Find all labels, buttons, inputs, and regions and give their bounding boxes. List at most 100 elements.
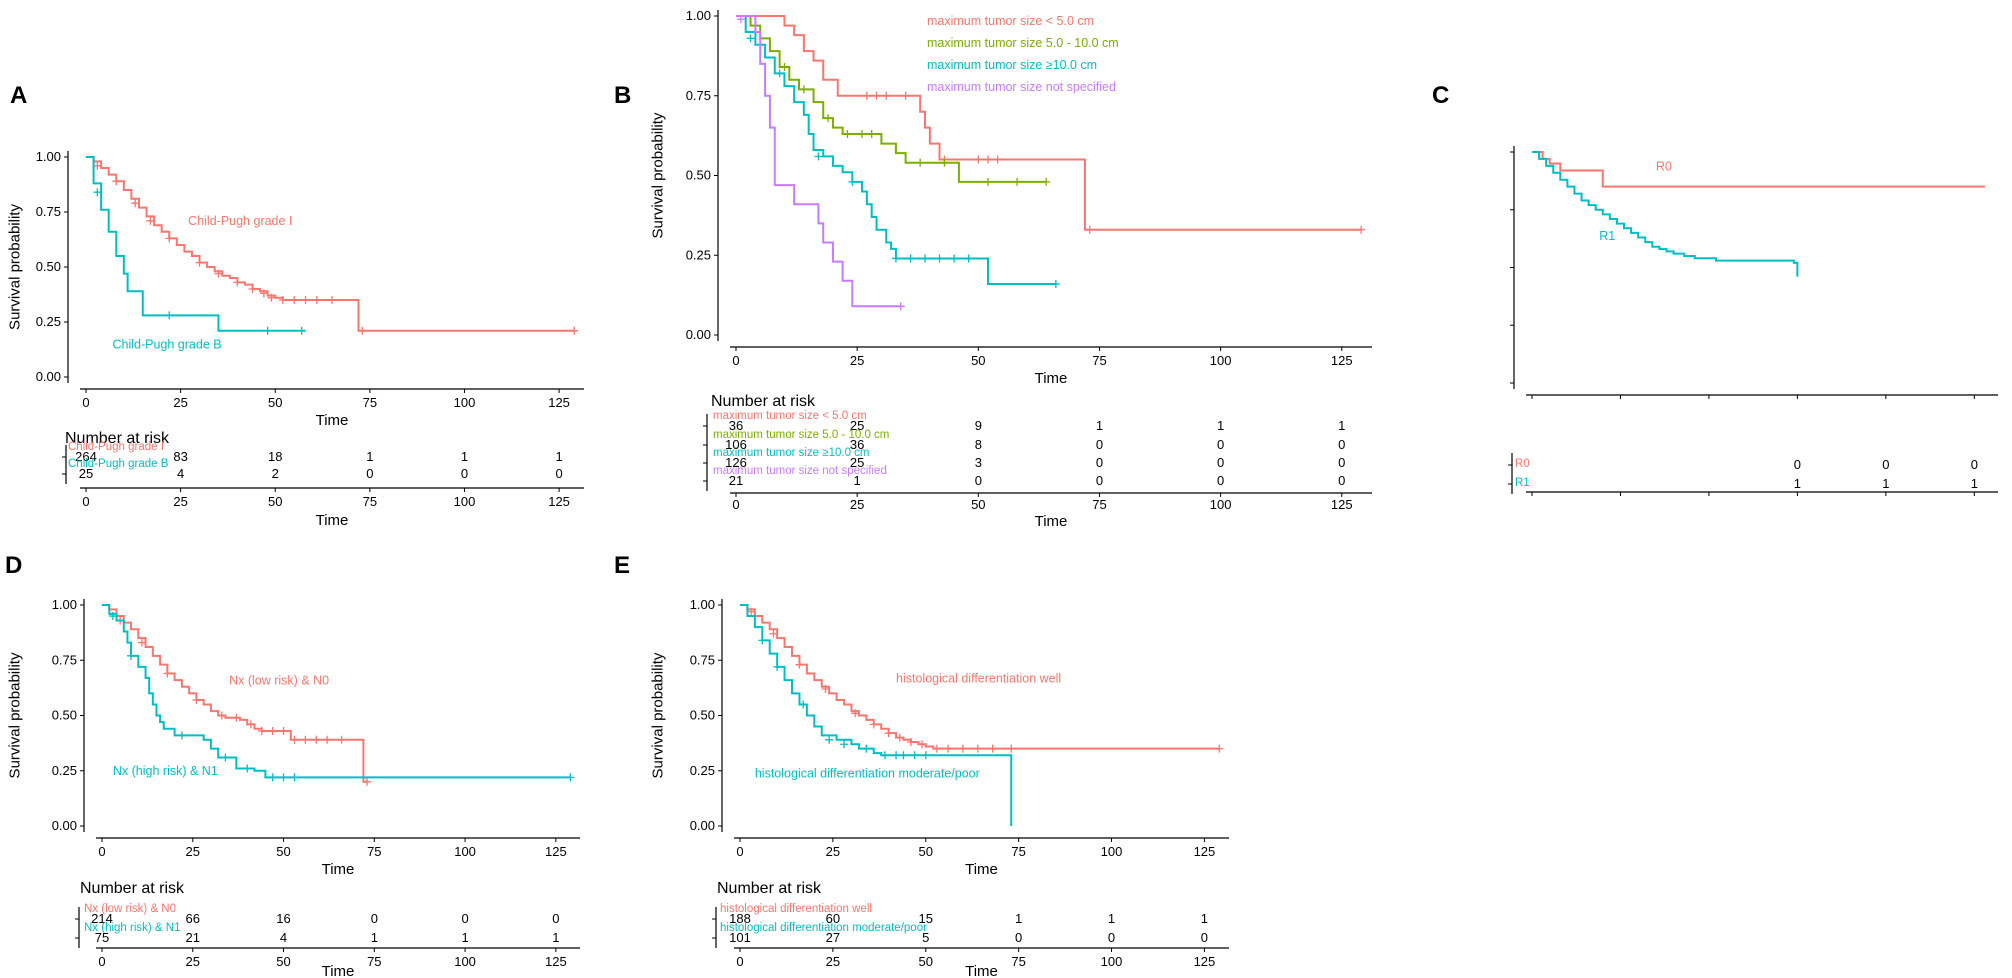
censor-mark — [896, 302, 905, 311]
risk-count: 188 — [729, 911, 751, 926]
censor-mark — [246, 720, 255, 729]
censor-mark — [848, 177, 857, 186]
risk-count: 106 — [725, 437, 747, 452]
censor-mark — [268, 726, 277, 735]
censor-mark — [993, 155, 1002, 164]
risk-x-tick-label: 75 — [363, 494, 377, 509]
censor-mark — [257, 726, 266, 735]
y-tick-label: 0.75 — [686, 88, 711, 103]
censor-mark — [973, 744, 982, 753]
x-tick-label: 50 — [268, 395, 282, 410]
censor-mark — [93, 161, 102, 170]
panel-letter: B — [614, 82, 631, 109]
censor-mark — [312, 296, 321, 304]
survival-curve-1 — [736, 15, 1362, 231]
risk-count: 126 — [725, 455, 747, 470]
risk-x-tick-label: 100 — [1101, 954, 1123, 969]
risk-count: 66 — [186, 911, 200, 926]
panel-d: D0.000.250.500.751.000 25 50 75 100 125TimeSu… — [5, 552, 580, 978]
x-tick-label: 125 — [548, 395, 570, 410]
censor-mark — [233, 278, 242, 287]
risk-x-tick-label: 0 — [98, 954, 105, 969]
risk-x-tick-label: 125 — [1331, 497, 1353, 512]
risk-count: 0 — [1015, 930, 1022, 945]
censor-mark — [895, 733, 904, 742]
risk-count: 0 — [975, 473, 982, 488]
y-axis-title: Survival probability — [649, 652, 666, 778]
censor-mark — [780, 63, 789, 72]
curve-label: histological differentiation moderate/po… — [755, 766, 980, 780]
risk-count: 0 — [1217, 437, 1224, 452]
risk-count: 1 — [1971, 476, 1978, 491]
censor-mark — [867, 130, 876, 139]
curve-label: Nx (low risk) & N0 — [229, 674, 329, 688]
censor-mark — [217, 711, 226, 720]
risk-row-label: Nx (low risk) & N0 — [84, 903, 176, 915]
risk-x-tick-label: 75 — [367, 954, 381, 969]
risk-count: 214 — [91, 911, 113, 926]
censor-mark — [906, 738, 915, 747]
panel-letter: E — [614, 552, 630, 579]
risk-count: 36 — [729, 418, 743, 433]
risk-x-axis-title: Time — [322, 963, 355, 978]
risk-count: 1 — [1108, 911, 1115, 926]
censor-mark — [964, 254, 973, 263]
risk-count: 1 — [461, 449, 468, 464]
censor-mark — [243, 764, 252, 773]
risk-count: 1 — [1201, 911, 1208, 926]
y-tick-label: 0.75 — [52, 652, 77, 667]
risk-count: 1 — [1217, 418, 1224, 433]
censor-mark — [858, 130, 866, 139]
censor-mark — [93, 188, 102, 197]
censor-mark — [747, 607, 756, 616]
censor-mark — [940, 158, 949, 167]
curve-label: Nx (high risk) & N1 — [113, 764, 218, 778]
risk-x-axis-title: Time — [965, 963, 998, 978]
x-tick-label: 75 — [1011, 844, 1025, 859]
censor-mark — [773, 662, 782, 671]
x-tick-label: 0 — [732, 353, 739, 368]
censor-mark — [1085, 225, 1094, 234]
risk-x-axis-title: Time — [316, 512, 349, 529]
risk-count: 1 — [366, 449, 373, 464]
y-axis-title: Survival probability — [6, 652, 23, 778]
risk-count: 0 — [1108, 930, 1115, 945]
risk-count: 21 — [186, 930, 200, 945]
x-tick-label: 25 — [850, 353, 864, 368]
risk-x-tick-label: 50 — [276, 954, 290, 969]
risk-count: 25 — [850, 455, 864, 470]
survival-curve-2 — [1532, 151, 1799, 277]
x-tick-label: 50 — [919, 844, 933, 859]
censor-mark — [974, 155, 983, 164]
x-tick-label: 125 — [1194, 844, 1216, 859]
risk-count: 27 — [826, 930, 840, 945]
censor-mark — [358, 326, 367, 335]
risk-x-tick-label: 100 — [454, 954, 476, 969]
risk-count: 1 — [461, 930, 468, 945]
risk-count: 36 — [850, 437, 864, 452]
censor-mark — [566, 773, 575, 782]
y-tick-label: 0.25 — [52, 763, 77, 778]
x-tick-label: 100 — [454, 395, 476, 410]
x-tick-label: 100 — [1101, 844, 1123, 859]
risk-count: 0 — [1794, 457, 1801, 472]
risk-count: 15 — [919, 911, 933, 926]
risk-x-tick-label: 25 — [826, 954, 840, 969]
risk-count: 25 — [850, 418, 864, 433]
censor-mark — [921, 254, 929, 263]
censor-mark — [901, 91, 910, 100]
censor-mark — [195, 258, 204, 267]
censor-mark — [799, 700, 808, 709]
risk-count: 0 — [1096, 473, 1103, 488]
risk-x-tick-label: 75 — [1011, 954, 1025, 969]
censor-mark — [1357, 225, 1366, 234]
risk-row-label: Child-Pugh grade Ⅰ — [68, 441, 164, 453]
panel-b: B0.000.250.500.751.000 25 50 75 100 125TimeSu… — [614, 8, 1372, 530]
y-tick-label: 1.00 — [690, 597, 715, 612]
censor-mark — [337, 735, 346, 744]
censor-mark — [932, 744, 941, 753]
censor-mark — [165, 234, 174, 243]
censor-mark — [775, 69, 784, 78]
censor-mark — [944, 744, 953, 753]
risk-x-tick-label: 125 — [1194, 954, 1216, 969]
